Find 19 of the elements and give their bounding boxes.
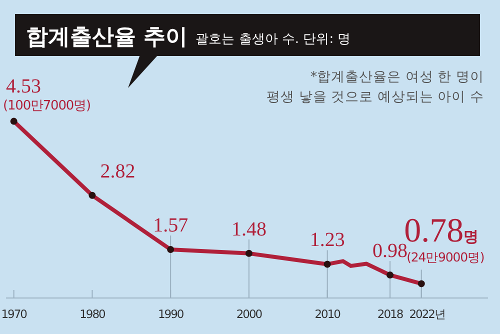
annotation: (24만9000명) — [406, 250, 484, 265]
x-tick-label: 2010 — [314, 307, 341, 321]
chart-title: 합계출산율 추이 — [26, 25, 188, 50]
x-tick-label: 2018 — [377, 307, 404, 321]
text: *합계출산율은 여성 한 명이 — [310, 69, 484, 85]
data-label: 0.98 — [372, 240, 408, 262]
chart-subtitle: 괄호는 출생아 수. 단위: 명 — [196, 32, 351, 47]
x-tick-label: 1970 — [1, 307, 28, 321]
data-label: 2.82 — [100, 160, 136, 182]
data-label: 1.23 — [310, 229, 345, 252]
text: 평생 낳을 것으로 예상되는 아이 수 — [266, 89, 484, 105]
data-label: 1.48 — [231, 218, 266, 240]
x-tick-label: 1990 — [158, 307, 184, 321]
x-tick-label: 2022년 — [409, 307, 446, 321]
annotation: (100만7000명) — [3, 98, 90, 114]
x-tick-label: 1980 — [80, 307, 106, 321]
x-tick-label: 2000 — [236, 307, 262, 321]
data-label: 1.57 — [153, 214, 188, 236]
data-label: 4.53 — [6, 75, 41, 98]
